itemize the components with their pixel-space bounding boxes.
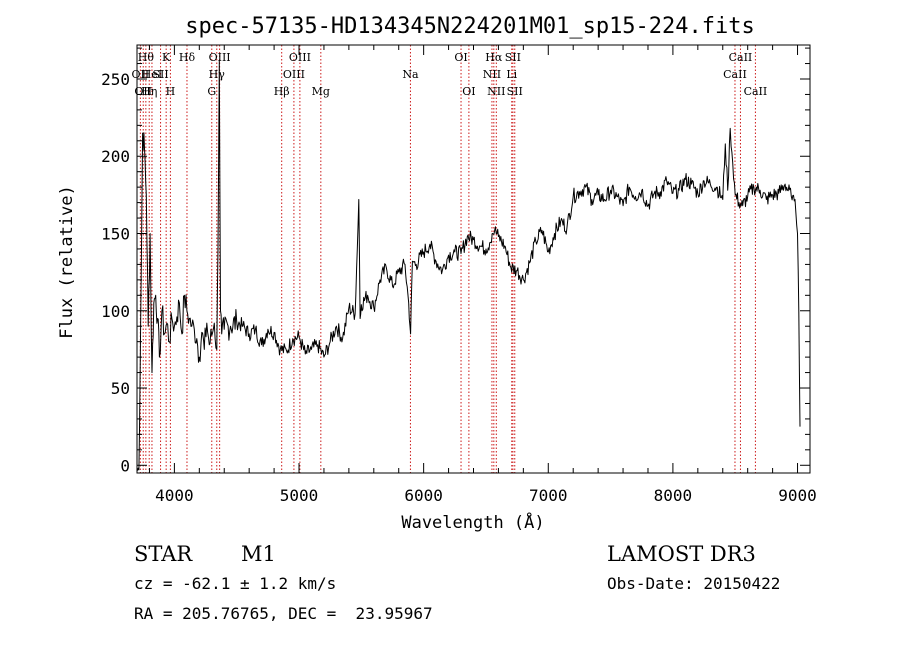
x-axis-ticks: 4000 5000 6000 7000 8000 9000 — [148, 45, 817, 505]
line-marker-label: H — [166, 85, 176, 98]
x-axis-label: Wavelength (Å) — [401, 511, 544, 533]
x-tick-label: 8000 — [654, 486, 693, 505]
line-marker-label: OII — [132, 68, 150, 81]
line-marker-label: Hη — [141, 85, 157, 98]
observation-date: Obs-Date: 20150422 — [607, 574, 780, 593]
x-tick-label: 9000 — [778, 486, 817, 505]
emission-line-markers — [139, 45, 756, 473]
line-marker-label: Hδ — [179, 51, 196, 64]
spectrum-series — [136, 60, 801, 471]
line-marker-label: G — [207, 85, 216, 98]
y-tick-label: 50 — [111, 379, 130, 398]
spectrum-line — [136, 60, 801, 471]
line-marker-label: Hβ — [274, 85, 290, 98]
line-marker-label: HeI — [142, 68, 162, 81]
line-marker-label: OI — [454, 51, 467, 64]
line-marker-label: CaII — [744, 85, 768, 98]
x-tick-label: 6000 — [404, 486, 443, 505]
y-tick-label: 100 — [101, 302, 130, 321]
redshift-cz: cz = -62.1 ± 1.2 km/s — [134, 574, 336, 593]
line-marker-label: OIII — [209, 51, 231, 64]
x-tick-label: 4000 — [155, 486, 194, 505]
chart-title: spec-57135-HD134345N224201M01_sp15-224.f… — [185, 14, 755, 39]
x-tick-label: 7000 — [529, 486, 568, 505]
line-marker-label: Na — [402, 68, 419, 81]
line-marker-label: Li — [506, 68, 517, 81]
line-marker-label: SII — [507, 85, 523, 98]
line-marker-label: OI — [462, 85, 475, 98]
line-marker-label: SII — [152, 68, 168, 81]
emission-line-labels: OIIOIIHθHηHeISIIKHHδGHγOIIIHβOIIIOIIIMgN… — [132, 51, 768, 98]
line-marker-label: CaII — [729, 51, 753, 64]
line-marker-label: SII — [505, 51, 521, 64]
line-marker-label: NII — [483, 68, 501, 81]
object-class: STAR — [134, 542, 193, 566]
x-tick-label: 5000 — [280, 486, 319, 505]
coordinates: RA = 205.76765, DEC = 23.95967 — [134, 604, 433, 623]
y-tick-label: 200 — [101, 147, 130, 166]
y-axis-label: Flux (relative) — [57, 185, 77, 339]
y-tick-label: 150 — [101, 225, 130, 244]
plot-frame — [136, 44, 811, 474]
y-axis-ticks: 0 50 100 150 200 250 — [101, 47, 810, 475]
line-marker-label: CaII — [723, 68, 747, 81]
line-marker-label: Mg — [312, 85, 330, 98]
line-marker-label: Hθ — [138, 51, 155, 64]
survey-name: LAMOST DR3 — [607, 542, 756, 566]
line-marker-label: Hγ — [209, 68, 226, 81]
line-marker-label: OIII — [283, 68, 305, 81]
object-subclass: M1 — [241, 542, 276, 566]
y-tick-label: 250 — [101, 70, 130, 89]
line-marker-label: OIII — [289, 51, 311, 64]
line-marker-label: K — [162, 51, 171, 64]
line-marker-label: NII — [487, 85, 505, 98]
y-tick-label: 0 — [120, 456, 130, 475]
line-marker-label: Hα — [485, 51, 503, 64]
